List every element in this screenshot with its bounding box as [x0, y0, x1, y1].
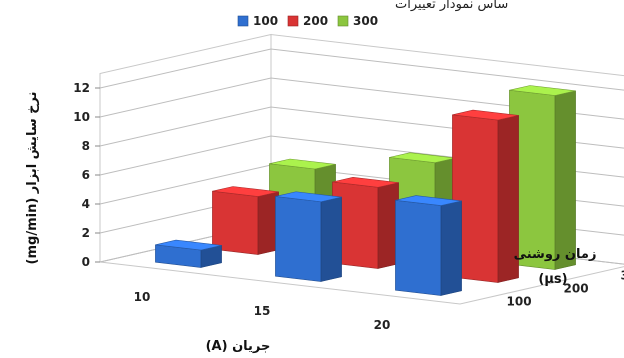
- bar-100-15: [275, 191, 342, 282]
- top-caption: ساس نمودار تعییرات: [395, 0, 508, 12]
- legend-label: 300: [353, 14, 378, 28]
- bar-100-20: [395, 195, 462, 296]
- bar-top-face: [509, 85, 576, 96]
- bar-top-face: [332, 176, 399, 188]
- y-tick-label: 12: [73, 81, 90, 95]
- legend-swatch: [287, 15, 299, 27]
- y-tick-label: 0: [82, 255, 90, 269]
- y-tick-label: 2: [82, 226, 90, 240]
- y-tick-label: 4: [82, 197, 90, 211]
- legend-label: 200: [303, 14, 328, 28]
- bar-top-face: [155, 239, 222, 251]
- y-axis: 0 2 4 6 8 10 12: [73, 81, 100, 269]
- y-tick-label: 6: [82, 168, 90, 182]
- legend-item-200: 200: [287, 14, 328, 28]
- bar-300-20: [509, 85, 576, 270]
- depth-tick-label: 100: [507, 295, 532, 309]
- legend-swatch: [337, 15, 349, 27]
- x-axis: 10 15 20: [134, 290, 391, 332]
- x-tick-label: 10: [134, 290, 151, 304]
- bar-top-face: [452, 109, 519, 121]
- bar-top-face: [269, 158, 336, 170]
- legend-swatch: [237, 15, 249, 27]
- bar-side-face: [440, 200, 462, 296]
- depth-axis-title: زمان روشنی: [514, 247, 597, 262]
- depth-tick-label: 200: [564, 282, 589, 296]
- y-tick-label: 10: [73, 110, 90, 124]
- bar-side-face: [320, 196, 342, 282]
- bar-200-15: [332, 176, 399, 269]
- y-axis-title: نرخ سایش ابزار (mg/min): [25, 92, 40, 265]
- bar-top-face: [275, 191, 342, 203]
- bar-100-10: [155, 239, 222, 268]
- bar-side-face: [554, 90, 576, 270]
- bar-top-face: [212, 186, 279, 197]
- bar-200-20: [452, 109, 519, 283]
- legend-label: 100: [253, 14, 278, 28]
- legend-item-300: 300: [337, 14, 378, 28]
- legend-item-100: 100: [237, 14, 278, 28]
- depth-axis: 100 200 300: [507, 269, 624, 309]
- x-axis-title: جریان (A): [206, 339, 271, 354]
- depth-tick-label: 300: [621, 269, 624, 283]
- x-tick-label: 15: [254, 304, 271, 318]
- bars: [155, 85, 576, 296]
- gridline: [99, 48, 624, 91]
- bar-top-face: [395, 195, 462, 206]
- bar-front-face: [395, 199, 442, 296]
- legend: 100 200 300: [237, 14, 378, 28]
- depth-axis-unit: (µs): [538, 272, 567, 287]
- x-tick-label: 20: [374, 318, 391, 332]
- y-tick-label: 8: [82, 139, 90, 153]
- bar-front-face: [275, 196, 322, 282]
- bar-200-10: [212, 186, 279, 255]
